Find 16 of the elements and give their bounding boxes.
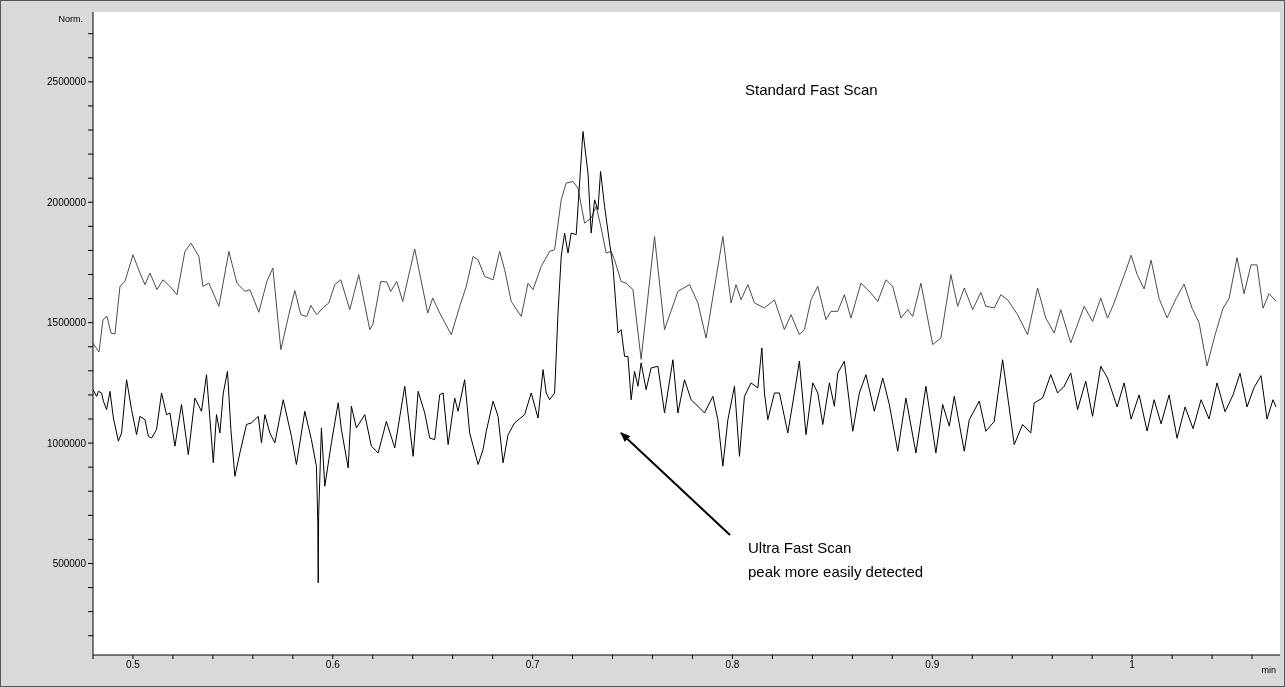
x-tick-label: 0.5 xyxy=(126,659,141,671)
y-tick-label: 500000 xyxy=(52,558,87,570)
line-series xyxy=(93,181,1277,367)
y-axis-title: Norm. xyxy=(58,14,83,24)
x-tick-label: 0.6 xyxy=(325,659,341,671)
x-tick-label: 0.7 xyxy=(525,659,541,671)
y-tick-label: 2500000 xyxy=(47,76,87,88)
text: Standard Fast Scan xyxy=(745,81,878,98)
x-tick-label: 0.8 xyxy=(725,659,740,671)
x-tick-label: 0.9 xyxy=(925,659,940,671)
y-tick-label: 1500000 xyxy=(47,317,87,329)
x-axis-title: min xyxy=(1261,665,1276,675)
x-tick-label: 1 xyxy=(1129,659,1136,671)
y-tick-label: 2000000 xyxy=(47,196,87,208)
y-tick-label: 1000000 xyxy=(47,437,87,449)
annotation: Ultra Fast Scan peak more easily detected xyxy=(748,539,924,580)
